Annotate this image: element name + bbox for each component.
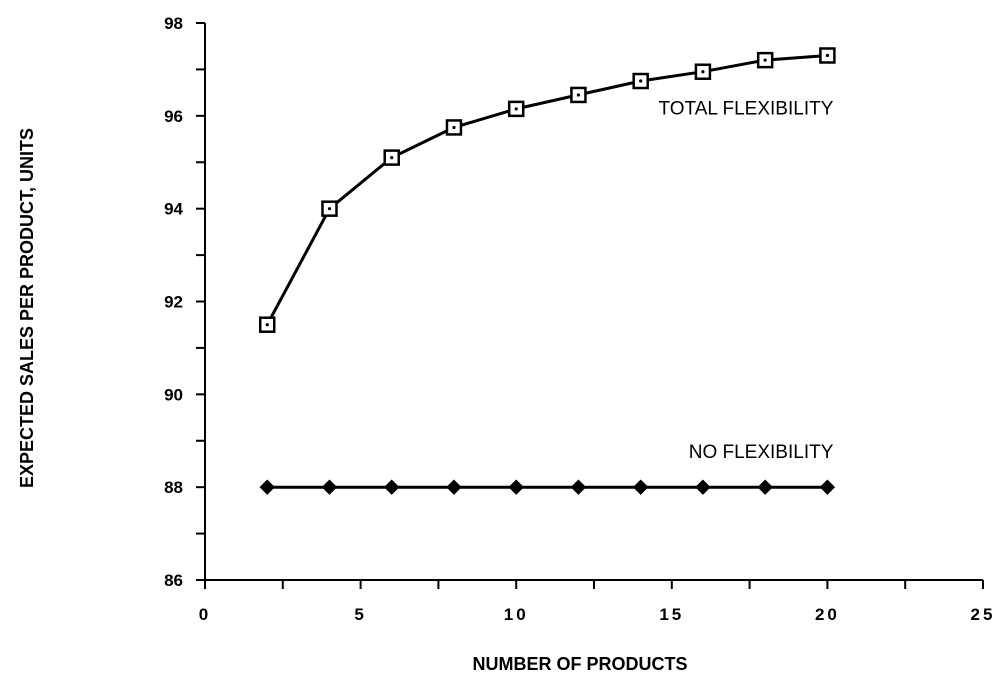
data-point-dot xyxy=(327,207,332,211)
x-tick-label: 0 xyxy=(199,605,211,624)
data-point-diamond xyxy=(446,479,462,495)
series-label: NO FLEXIBILITY xyxy=(689,442,834,463)
x-tick-label: 10 xyxy=(504,605,529,624)
data-point-dot xyxy=(825,53,830,58)
data-point-dot xyxy=(265,323,269,327)
series-label: TOTAL FLEXIBILITY xyxy=(658,98,833,119)
data-point-diamond xyxy=(321,479,338,495)
y-tick-label: 88 xyxy=(164,478,183,497)
series-layer xyxy=(258,47,836,495)
x-tick-label: 20 xyxy=(815,605,840,624)
data-point-dot xyxy=(763,58,767,62)
data-point-dot xyxy=(452,125,456,130)
data-point-dot xyxy=(514,107,518,111)
y-tick-label: 86 xyxy=(164,571,183,590)
x-axis-title: NUMBER OF PRODUCTS xyxy=(473,654,688,674)
axes xyxy=(204,23,983,581)
series-no-flexibility xyxy=(259,479,836,495)
y-tick-label: 96 xyxy=(164,107,183,126)
data-point-diamond xyxy=(259,479,275,495)
x-tick-label: 25 xyxy=(971,605,996,624)
tick-labels: 86 88 90 92 94 96 98 0 5 10 15 20 25 xyxy=(164,14,996,624)
x-tick-label: 15 xyxy=(659,605,684,624)
data-point-diamond xyxy=(819,479,836,495)
y-tick-label: 94 xyxy=(164,200,183,219)
series-labels: TOTAL FLEXIBILITY NO FLEXIBILITY xyxy=(658,98,833,463)
y-tick-label: 92 xyxy=(164,293,183,312)
data-point-dot xyxy=(701,70,705,74)
data-point-diamond xyxy=(695,479,711,495)
x-tick-label: 5 xyxy=(354,605,366,624)
data-point-diamond xyxy=(632,479,649,495)
data-point-diamond xyxy=(508,479,524,495)
data-point-diamond xyxy=(570,479,587,495)
y-axis-title: EXPECTED SALES PER PRODUCT, UNITS xyxy=(17,128,37,488)
data-point-dot xyxy=(576,93,581,97)
data-point-diamond xyxy=(757,479,773,495)
series-line xyxy=(265,54,828,326)
series-total-flexibility xyxy=(258,47,836,333)
ticks xyxy=(196,22,984,589)
data-point-dot xyxy=(390,156,394,160)
data-point-dot xyxy=(639,79,643,83)
y-tick-label: 98 xyxy=(164,14,183,33)
y-tick-label: 90 xyxy=(164,385,183,404)
data-point-diamond xyxy=(384,479,400,495)
